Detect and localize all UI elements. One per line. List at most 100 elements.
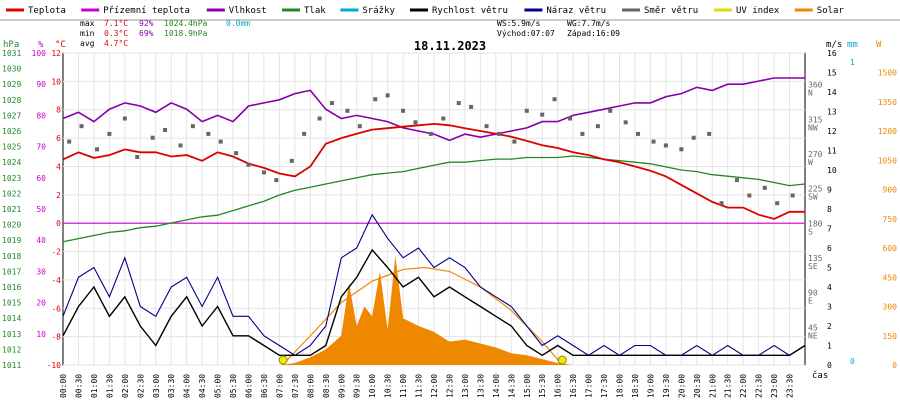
wind-direction-point <box>456 101 461 106</box>
time-tick: 23:00 <box>770 374 779 398</box>
time-tick: 09:00 <box>337 374 346 398</box>
stats-hum-min: 69% <box>139 29 154 38</box>
dir-label-tick: E <box>808 297 813 306</box>
ms-tick: 11 <box>827 147 837 156</box>
wind-direction-point <box>707 131 712 136</box>
hpa-tick: 1013 <box>2 330 21 339</box>
time-tick: 00:00 <box>59 374 68 398</box>
hpa-tick: 1021 <box>2 205 21 214</box>
ms-tick: 0 <box>827 361 832 370</box>
hpa-tick: 1011 <box>2 361 21 370</box>
time-tick: 17:00 <box>585 374 594 398</box>
wind-direction-point <box>190 124 195 129</box>
legend-label-3: Tlak <box>304 6 326 16</box>
wind-direction-point <box>135 155 140 159</box>
hpa-unit: hPa <box>3 40 19 50</box>
wind-direction-point <box>385 93 390 98</box>
time-tick: 14:30 <box>507 374 516 398</box>
ms-tick: 14 <box>827 88 837 97</box>
wind-direction-point <box>469 104 474 109</box>
c-tick: -2 <box>51 248 61 257</box>
dir-label-tick: S <box>808 227 813 236</box>
c-tick: 10 <box>51 77 61 86</box>
time-tick: 11:30 <box>415 374 424 398</box>
time-tick: 13:00 <box>461 374 470 398</box>
c-tick: 2 <box>56 191 61 200</box>
time-tick: 15:30 <box>538 374 547 398</box>
wind-direction-point <box>178 143 183 148</box>
time-tick: 22:00 <box>739 374 748 398</box>
solar-theoretical-curve <box>282 266 563 366</box>
w-tick: 1500 <box>878 69 897 78</box>
ms-tick: 10 <box>827 166 837 175</box>
pct-tick: 30 <box>36 267 46 276</box>
ms-tick: 8 <box>827 205 832 214</box>
solar-area <box>279 255 574 365</box>
stats-press-max: 1024.4hPa <box>164 19 208 28</box>
dir-deg-tick: 315 <box>808 115 823 124</box>
stats-wg: WG:7.7m/s <box>567 19 611 28</box>
wind-direction-point <box>163 128 168 133</box>
ms-tick: 6 <box>827 244 832 253</box>
time-tick: 06:30 <box>260 374 269 398</box>
hpa-tick: 1020 <box>2 221 21 230</box>
ms-tick: 2 <box>827 322 832 331</box>
legend-label-2: Vlhkost <box>229 6 267 16</box>
wind-direction-point <box>79 124 84 129</box>
time-tick: 19:30 <box>662 374 671 398</box>
time-tick: 10:30 <box>384 374 393 398</box>
legend-label-0: Teplota <box>28 6 66 16</box>
ms-tick: 4 <box>827 283 832 292</box>
humidity-line <box>62 77 805 142</box>
c-tick: -8 <box>51 333 61 342</box>
time-tick: 00:30 <box>74 374 83 398</box>
time-tick: 04:30 <box>198 374 207 398</box>
wind-direction-point <box>401 108 406 113</box>
ms-tick: 5 <box>827 264 832 273</box>
wind-direction-point <box>218 139 223 144</box>
stats-block: max 7.1°C 92% 1024.4hPa 0.0mm min 0.3°C 69% 1018… <box>80 19 620 48</box>
stats-label-avg: avg <box>80 39 95 48</box>
time-tick: 20:00 <box>677 374 686 398</box>
wind-direction-point <box>568 116 573 121</box>
time-tick: 03:00 <box>152 374 161 398</box>
legend-label-5: Rychlost větru <box>432 6 508 16</box>
c-tick: 0 <box>56 219 61 228</box>
legend-label-4: Srážky <box>362 6 395 16</box>
time-tick: 12:30 <box>445 374 454 398</box>
wind-direction-point <box>663 143 668 148</box>
pct-unit: % <box>38 40 44 50</box>
temperature-line <box>62 122 805 220</box>
wind-direction-point <box>345 108 350 113</box>
legend-label-7: Směr větru <box>644 6 698 16</box>
wind-direction-point <box>651 139 656 144</box>
wind-direction-point <box>302 131 307 136</box>
time-tick: 16:30 <box>569 374 578 398</box>
hpa-tick: 1012 <box>2 345 21 354</box>
time-tick: 17:30 <box>600 374 609 398</box>
time-tick: 10:00 <box>368 374 377 398</box>
c-tick: 4 <box>56 162 61 171</box>
time-tick: 04:00 <box>183 374 192 398</box>
wind-direction-points <box>67 93 795 206</box>
dir-deg-tick: 90 <box>808 289 818 298</box>
wind-direction-point <box>747 193 752 198</box>
stats-sunrise: Východ:07:07 <box>497 29 555 38</box>
hpa-tick: 1031 <box>2 49 21 58</box>
legend-label-8: UV index <box>736 6 780 16</box>
time-tick: 06:00 <box>245 374 254 398</box>
wind-direction-point <box>540 112 545 117</box>
stats-press-min: 1018.9hPa <box>164 29 208 38</box>
time-tick: 01:30 <box>105 374 114 398</box>
w-unit: W <box>876 40 882 50</box>
dir-deg-tick: 180 <box>808 219 823 228</box>
stats-temp-avg: 4.7°C <box>104 39 128 48</box>
time-tick: 05:30 <box>229 374 238 398</box>
wind-direction-point <box>95 147 100 152</box>
dir-deg-tick: 270 <box>808 150 823 159</box>
sunset-marker <box>557 355 567 365</box>
time-unit: čas <box>812 370 828 381</box>
dir-label-tick: SE <box>808 262 818 271</box>
pct-tick: 90 <box>36 80 46 89</box>
